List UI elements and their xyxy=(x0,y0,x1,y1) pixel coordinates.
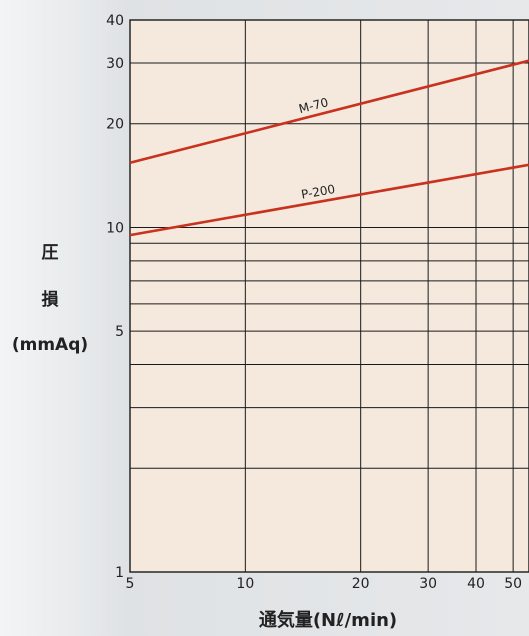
x-tick-label-5: 5 xyxy=(126,576,135,592)
series-label-p-200: P-200 xyxy=(300,182,336,202)
y-tick-label-20: 20 xyxy=(106,117,124,133)
y-tick-label-10: 10 xyxy=(106,220,124,236)
y-axis-label-line-3: (mmAq) xyxy=(12,335,88,355)
plot-frame xyxy=(129,19,529,573)
y-axis-label: 圧損 (mmAq) xyxy=(12,243,88,355)
series-line-p-200 xyxy=(129,163,529,237)
y-axis-ticks: 1 5 10 20 30 40 xyxy=(106,13,124,581)
y-tick-label-1: 1 xyxy=(115,565,124,581)
y-tick-label-5: 5 xyxy=(115,324,124,340)
x-tick-label-20: 20 xyxy=(352,576,370,592)
series-line-m-70 xyxy=(129,59,529,165)
plot-area xyxy=(130,20,529,572)
x-axis-ticks: 5 10 20 30 40 50 xyxy=(126,576,523,592)
x-tick-label-10: 10 xyxy=(236,576,254,592)
y-tick-label-40: 40 xyxy=(106,13,124,29)
x-tick-label-50: 50 xyxy=(504,576,522,592)
x-axis-label: 通気量(Nℓ/min) xyxy=(259,609,397,631)
x-tick-label-40: 40 xyxy=(467,576,485,592)
y-tick-label-30: 30 xyxy=(106,56,124,72)
y-axis-label-line-2: 損 xyxy=(42,289,60,310)
y-axis-label-line-1: 圧 xyxy=(42,243,59,263)
x-tick-label-30: 30 xyxy=(419,576,437,592)
